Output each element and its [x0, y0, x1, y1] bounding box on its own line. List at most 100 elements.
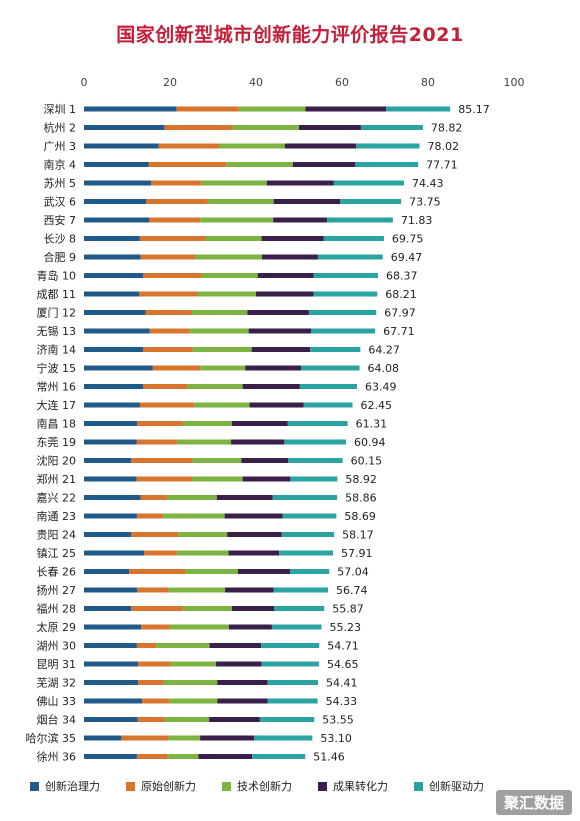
- bar-segment-2: [137, 717, 165, 722]
- bar-segment-5: [290, 476, 338, 482]
- bar-segment-4: [256, 291, 314, 297]
- bar-segment-3: [185, 569, 238, 574]
- bar-segment-1: [84, 717, 138, 722]
- bar-segment-1: [84, 532, 132, 537]
- total-value-label: 78.02: [427, 140, 459, 153]
- bar-segment-3: [207, 199, 274, 204]
- bar-segment-5: [313, 291, 378, 297]
- bar-segment-5: [287, 421, 348, 426]
- bar-segment-1: [84, 550, 145, 556]
- total-value-label: 61.31: [356, 418, 388, 431]
- bar-segment-2: [121, 735, 169, 741]
- bar-segment-4: [228, 550, 280, 556]
- bar-segment-1: [84, 125, 165, 130]
- total-value-label: 69.75: [392, 233, 424, 246]
- bar-segment-2: [142, 698, 170, 704]
- bar-segment-2: [131, 458, 193, 463]
- bar-segment-4: [231, 439, 285, 445]
- bar-segment-4: [227, 532, 282, 537]
- bar-segment-3: [200, 217, 274, 223]
- x-tick-label: 60: [335, 76, 349, 89]
- bar-segment-1: [84, 143, 159, 149]
- bar-segment-3: [197, 291, 256, 297]
- bar-segment-2: [148, 162, 227, 167]
- bar-segment-1: [84, 273, 144, 278]
- total-value-label: 71.83: [401, 214, 433, 227]
- bar-segment-1: [84, 347, 144, 352]
- watermark: 聚汇数据: [495, 790, 572, 815]
- legend-item: 创新驱动力: [414, 778, 484, 794]
- bar-segment-5: [259, 717, 315, 722]
- city-label: 青岛 10: [37, 269, 77, 283]
- bar-segment-1: [84, 735, 122, 741]
- bar-segment-4: [273, 217, 327, 223]
- city-label: 南通 23: [37, 510, 77, 523]
- total-value-label: 55.23: [329, 621, 361, 634]
- bar-segment-3: [226, 162, 293, 167]
- total-value-label: 58.69: [344, 510, 376, 523]
- bar-segment-5: [284, 439, 347, 445]
- bar-segment-1: [84, 476, 137, 482]
- city-label: 芜湖 32: [37, 676, 77, 690]
- bar-segment-2: [138, 661, 171, 667]
- city-label: 嘉兴 22: [37, 491, 77, 505]
- total-value-label: 53.55: [322, 714, 354, 727]
- bar-segment-1: [84, 513, 137, 519]
- bar-segment-3: [191, 310, 248, 315]
- legend-swatch: [126, 781, 135, 791]
- bar-segment-5: [267, 680, 318, 685]
- legend-item: 原始创新力: [126, 778, 196, 794]
- bar-segment-2: [144, 550, 177, 556]
- bar-segment-4: [217, 698, 268, 704]
- total-value-label: 56.74: [336, 584, 368, 597]
- bar-segment-1: [84, 643, 137, 648]
- city-label: 徐州 36: [37, 750, 77, 764]
- bar-segment-5: [356, 143, 420, 149]
- bar-segment-3: [201, 180, 267, 186]
- bar-segment-3: [182, 421, 232, 426]
- bar-segment-3: [192, 458, 242, 463]
- bar-segment-5: [333, 180, 405, 186]
- bar-segment-2: [176, 106, 239, 112]
- total-value-label: 58.17: [342, 529, 374, 542]
- bar-segment-4: [241, 458, 289, 463]
- bar-segment-1: [84, 606, 132, 611]
- bar-segment-2: [139, 291, 198, 297]
- bar-segment-2: [136, 754, 168, 759]
- bar-segment-5: [299, 384, 358, 389]
- total-value-label: 53.10: [320, 732, 352, 745]
- bar-segment-4: [224, 513, 283, 519]
- bar-segment-5: [274, 606, 325, 611]
- bar-segment-1: [84, 310, 146, 315]
- bar-segment-3: [156, 643, 210, 648]
- bar-segment-5: [323, 236, 384, 241]
- bar-segment-5: [311, 328, 376, 334]
- bar-segment-5: [303, 402, 353, 408]
- bar-segment-4: [273, 199, 341, 204]
- bar-segment-5: [254, 735, 313, 741]
- total-value-label: 54.41: [326, 677, 358, 690]
- bar-segment-5: [308, 310, 377, 315]
- bar-segment-2: [149, 217, 201, 223]
- total-value-label: 63.49: [365, 381, 397, 394]
- city-label: 南京 4: [44, 158, 77, 172]
- bar-segment-4: [247, 310, 309, 315]
- bar-segment-1: [84, 495, 141, 500]
- bar-segment-4: [257, 273, 314, 278]
- chart-title: 国家创新型城市创新能力评价报告2021: [116, 24, 464, 46]
- bar-segment-3: [205, 236, 262, 241]
- bar-segment-3: [169, 624, 229, 630]
- bar-segment-4: [231, 606, 275, 611]
- bar-segment-1: [84, 106, 177, 112]
- city-label: 福州 28: [37, 602, 77, 616]
- bar-segment-4: [217, 680, 268, 685]
- bar-segment-2: [136, 513, 164, 519]
- legend-swatch: [318, 781, 327, 791]
- city-label: 贵阳 24: [37, 529, 77, 542]
- city-label: 湖州 30: [37, 640, 77, 653]
- bar-segment-1: [84, 624, 142, 630]
- total-value-label: 57.04: [337, 566, 369, 579]
- city-label: 沈阳 20: [37, 454, 77, 468]
- bar-segment-2: [143, 384, 188, 389]
- bar-segment-4: [284, 143, 357, 149]
